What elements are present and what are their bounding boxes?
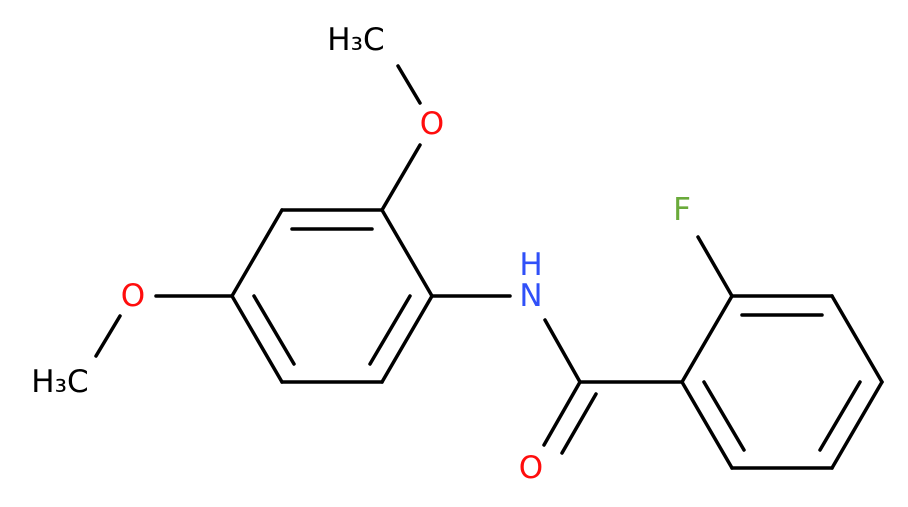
- atom-label: F: [673, 192, 691, 228]
- bond: [543, 318, 582, 384]
- bond: [94, 314, 122, 358]
- atom-label: H₃C: [327, 22, 384, 58]
- bond: [560, 392, 598, 455]
- bond: [702, 380, 746, 452]
- atom-label: O: [420, 106, 444, 142]
- bond: [680, 380, 734, 470]
- bond: [542, 380, 582, 447]
- atom-label: O: [519, 450, 543, 486]
- bond: [830, 294, 884, 384]
- atom-label: H: [519, 247, 542, 283]
- bond: [830, 380, 884, 470]
- bond: [818, 380, 862, 452]
- atom-label: N: [519, 278, 542, 314]
- bond: [380, 208, 434, 298]
- bond: [380, 143, 422, 212]
- bond: [680, 294, 734, 384]
- bond: [380, 294, 434, 384]
- bond: [230, 294, 284, 384]
- bonds: [94, 64, 884, 470]
- bond: [696, 235, 734, 298]
- atom-label: O: [121, 278, 145, 314]
- bond: [252, 294, 296, 366]
- atom-label: H₃C: [31, 364, 88, 400]
- bond: [230, 208, 284, 298]
- bond: [396, 64, 422, 105]
- bond: [368, 294, 412, 366]
